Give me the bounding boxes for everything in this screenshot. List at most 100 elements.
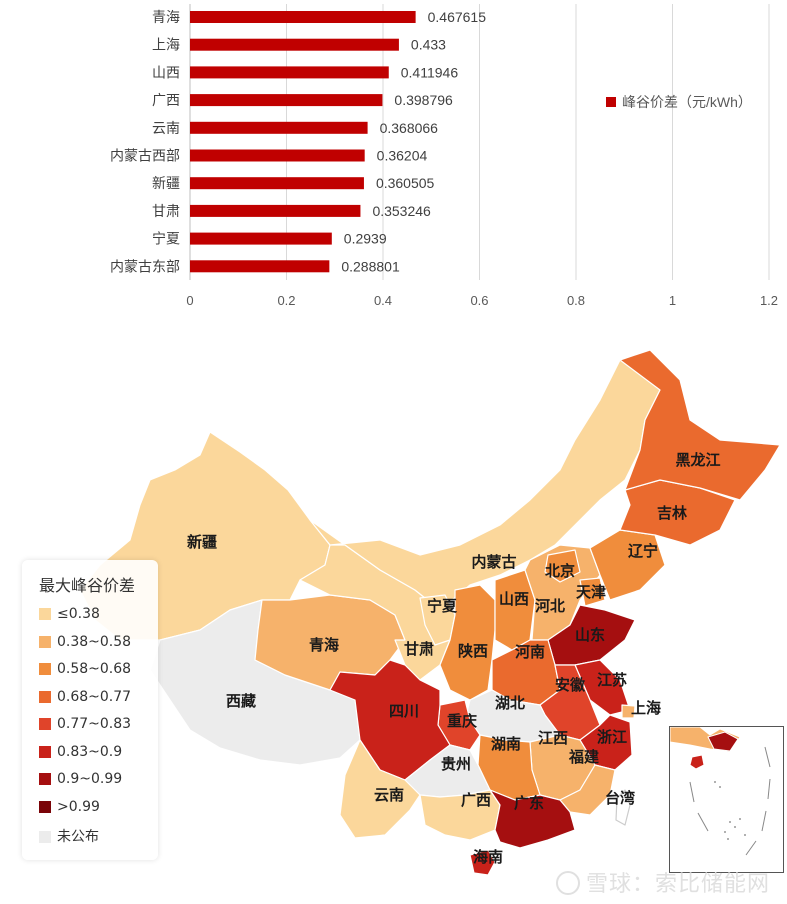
map-legend-item: 0.58~0.68 xyxy=(39,661,131,681)
x-tick-label: 0.8 xyxy=(567,293,585,308)
province-label: 山东 xyxy=(575,626,605,644)
map-legend-swatch xyxy=(39,745,51,758)
map-legend-label: >0.99 xyxy=(57,798,100,815)
map-legend-item: 0.68~0.77 xyxy=(39,689,131,709)
province-label: 四川 xyxy=(389,702,419,720)
category-label: 内蒙古西部 xyxy=(110,149,180,165)
province-label: 江西 xyxy=(538,729,568,747)
value-label: 0.288801 xyxy=(341,258,400,274)
chart-legend: 峰谷价差（元/kWh） xyxy=(606,94,752,110)
province-label: 甘肃 xyxy=(404,640,434,658)
map-legend-swatch xyxy=(39,608,51,620)
bar xyxy=(190,94,383,107)
watermark-text: 雪球：索比储能网 xyxy=(586,872,771,897)
map-legend-swatch xyxy=(39,635,51,648)
map-legend: 最大峰谷价差 ≤0.38 0.38~0.58 0.58~0.68 0.68~0.77 0… xyxy=(22,560,158,860)
province-label: 内蒙古 xyxy=(471,553,516,571)
region-guangdong xyxy=(489,789,576,849)
region-heilongjiang xyxy=(619,349,781,501)
province-label: 河南 xyxy=(515,643,545,661)
bar-chart: 0 0.2 0.4 0.6 0.8 1 1.2 青海上海山西广西云南内蒙古西部新疆甘肃宁夏内… xyxy=(110,4,778,308)
map-legend-label: 0.68~0.77 xyxy=(57,688,132,705)
map-legend-label: 0.9~0.99 xyxy=(57,771,123,787)
province-label: 河北 xyxy=(535,597,565,615)
category-label: 甘肃 xyxy=(152,204,180,220)
map-legend-label: 0.77~0.83 xyxy=(57,716,132,732)
province-label: 海南 xyxy=(473,848,503,866)
province-label: 贵州 xyxy=(441,755,471,773)
value-label: 0.467615 xyxy=(428,9,487,25)
bar xyxy=(190,177,364,190)
value-label: 0.36204 xyxy=(377,148,428,164)
map-legend-label: ≤0.38 xyxy=(57,606,100,622)
province-label: 宁夏 xyxy=(427,597,458,615)
bars xyxy=(190,11,416,273)
snowball-logo-icon xyxy=(556,871,580,895)
region-beijing xyxy=(544,549,581,583)
map-legend-item: 未公布 xyxy=(39,826,99,846)
province-label: 陕西 xyxy=(458,642,488,660)
province-label: 福建 xyxy=(568,748,600,766)
province-label: 浙江 xyxy=(597,728,627,746)
province-label: 黑龙江 xyxy=(675,451,720,469)
map-legend-title: 最大峰谷价差 xyxy=(39,576,136,595)
region-sichuan xyxy=(329,659,451,781)
province-label: 青海 xyxy=(309,636,339,654)
value-label: 0.360505 xyxy=(376,175,435,191)
x-axis-ticks: 0 0.2 0.4 0.6 0.8 1 1.2 xyxy=(186,293,778,308)
province-label: 吉林 xyxy=(657,504,688,522)
bar xyxy=(190,66,389,79)
category-label: 青海 xyxy=(152,10,180,26)
category-label: 山西 xyxy=(152,65,180,81)
category-label: 内蒙古东部 xyxy=(110,259,180,275)
province-label: 湖南 xyxy=(491,735,521,753)
province-label: 台湾 xyxy=(605,789,635,807)
province-label: 上海 xyxy=(631,699,661,717)
category-label: 宁夏 xyxy=(152,231,180,248)
map-legend-item: 0.38~0.58 xyxy=(39,634,131,654)
region-hainan xyxy=(469,849,496,876)
map-legend-swatch xyxy=(39,690,51,703)
province-label: 安徽 xyxy=(555,676,586,694)
inset-map xyxy=(670,727,771,856)
map-legend-swatch xyxy=(39,663,51,675)
value-label: 0.433 xyxy=(411,37,446,53)
province-label: 新疆 xyxy=(187,533,217,551)
value-label: 0.398796 xyxy=(394,92,453,108)
region-taiwan xyxy=(615,789,631,826)
province-label: 重庆 xyxy=(447,712,477,730)
region-shaanxi xyxy=(439,584,496,701)
province-label: 辽宁 xyxy=(628,542,658,560)
watermark: 雪球：索比储能网 xyxy=(556,866,770,898)
province-label: 云南 xyxy=(374,786,404,804)
south-china-sea-inset xyxy=(669,726,784,873)
province-label: 广东 xyxy=(514,794,544,812)
region-yunnan xyxy=(339,739,421,839)
province-label: 湖北 xyxy=(495,694,525,712)
value-label: 0.2939 xyxy=(344,231,387,247)
province-label: 江苏 xyxy=(597,671,627,689)
province-label: 西藏 xyxy=(226,692,256,710)
region-tianjin xyxy=(579,577,606,607)
map-legend-swatch xyxy=(39,773,51,785)
map-legend-item: 0.77~0.83 xyxy=(39,716,131,736)
bar xyxy=(190,121,368,134)
bar xyxy=(190,149,365,162)
bar xyxy=(190,232,332,245)
bar xyxy=(190,11,416,23)
value-label: 0.353246 xyxy=(372,203,431,219)
province-label: 山西 xyxy=(499,590,529,608)
value-label: 0.411946 xyxy=(401,64,459,80)
category-label: 新疆 xyxy=(152,176,180,192)
legend-label: 峰谷价差（元/kWh） xyxy=(622,94,752,110)
map-legend-item: 0.83~0.9 xyxy=(39,744,122,764)
region-shanghai xyxy=(621,704,636,719)
map-legend-swatch xyxy=(39,831,51,843)
map-legend-swatch xyxy=(39,718,51,730)
map-legend-item: >0.99 xyxy=(39,799,100,819)
category-label: 云南 xyxy=(152,121,180,137)
bar xyxy=(190,204,361,217)
value-label: 0.368066 xyxy=(380,120,439,136)
